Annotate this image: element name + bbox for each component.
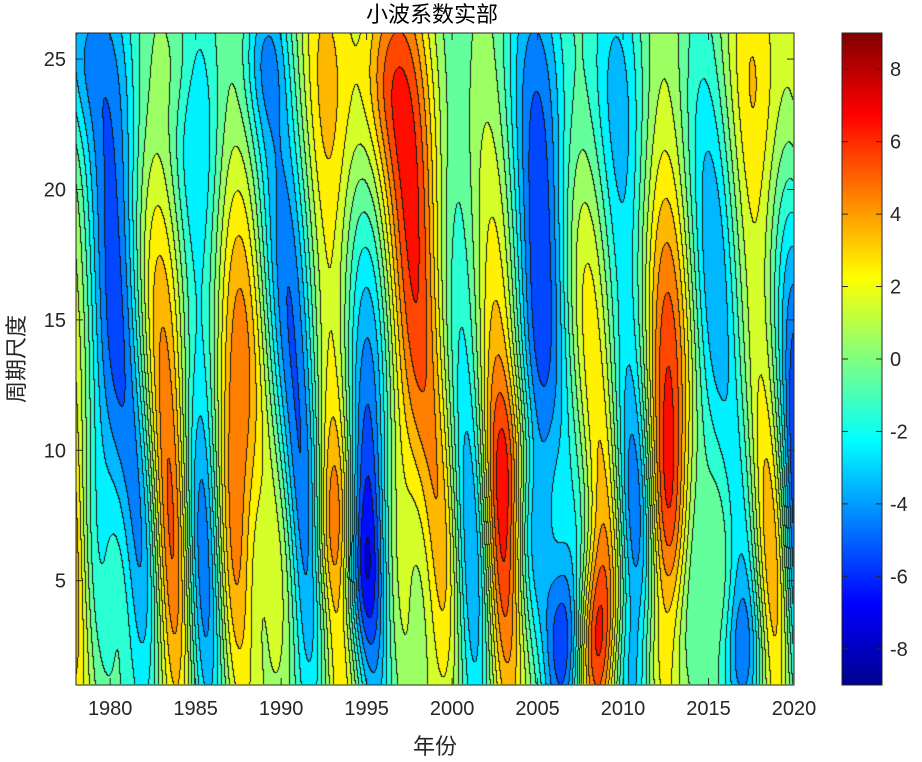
y-tick-label: 5 (55, 571, 66, 593)
x-tick-label: 1990 (259, 698, 304, 720)
y-tick-label: 15 (44, 310, 66, 332)
x-tick-label: 2020 (772, 698, 817, 720)
colorbar-tick-label: -8 (890, 639, 908, 661)
y-tick-label: 20 (44, 179, 66, 201)
x-tick-label: 1995 (344, 698, 389, 720)
colorbar-tick-label: 4 (890, 204, 901, 226)
x-axis-label: 年份 (413, 735, 457, 760)
x-tick-label: 1980 (88, 698, 133, 720)
y-tick-label: 25 (44, 49, 66, 71)
colorbar-tick-label: -6 (890, 566, 908, 588)
colorbar-tick-label: 2 (890, 277, 901, 299)
colorbar-tick-label: 0 (890, 349, 901, 371)
plot-frame (75, 32, 795, 686)
plot-area (76, 33, 794, 685)
y-axis: 5 10 15 20 25 (44, 49, 794, 593)
y-tick-label: 10 (44, 440, 66, 462)
x-tick-label: 2005 (515, 698, 560, 720)
colorbar-tick-label: 8 (890, 59, 901, 81)
x-tick-label: 2000 (430, 698, 475, 720)
heatmap-canvas (76, 33, 794, 685)
colorbar-tick-label: -4 (890, 494, 908, 516)
chart-title: 小波系数实部 (366, 3, 498, 28)
x-tick-label: 2015 (686, 698, 731, 720)
colorbar-tick-label: -2 (890, 421, 908, 443)
colorbar: 8 6 4 2 0 -2 -4 -6 -8 (841, 32, 908, 686)
x-tick-label: 2010 (601, 698, 646, 720)
colorbar-tick-label: 6 (890, 132, 901, 154)
colorbar-gradient (841, 32, 883, 686)
y-axis-label: 周期尺度 (5, 315, 30, 403)
x-tick-label: 1985 (173, 698, 218, 720)
x-axis: 1980 1985 1990 1995 2000 2005 2010 2015 2020 (88, 33, 816, 720)
colorbar-ticks: 8 6 4 2 0 -2 -4 -6 -8 (842, 59, 908, 661)
